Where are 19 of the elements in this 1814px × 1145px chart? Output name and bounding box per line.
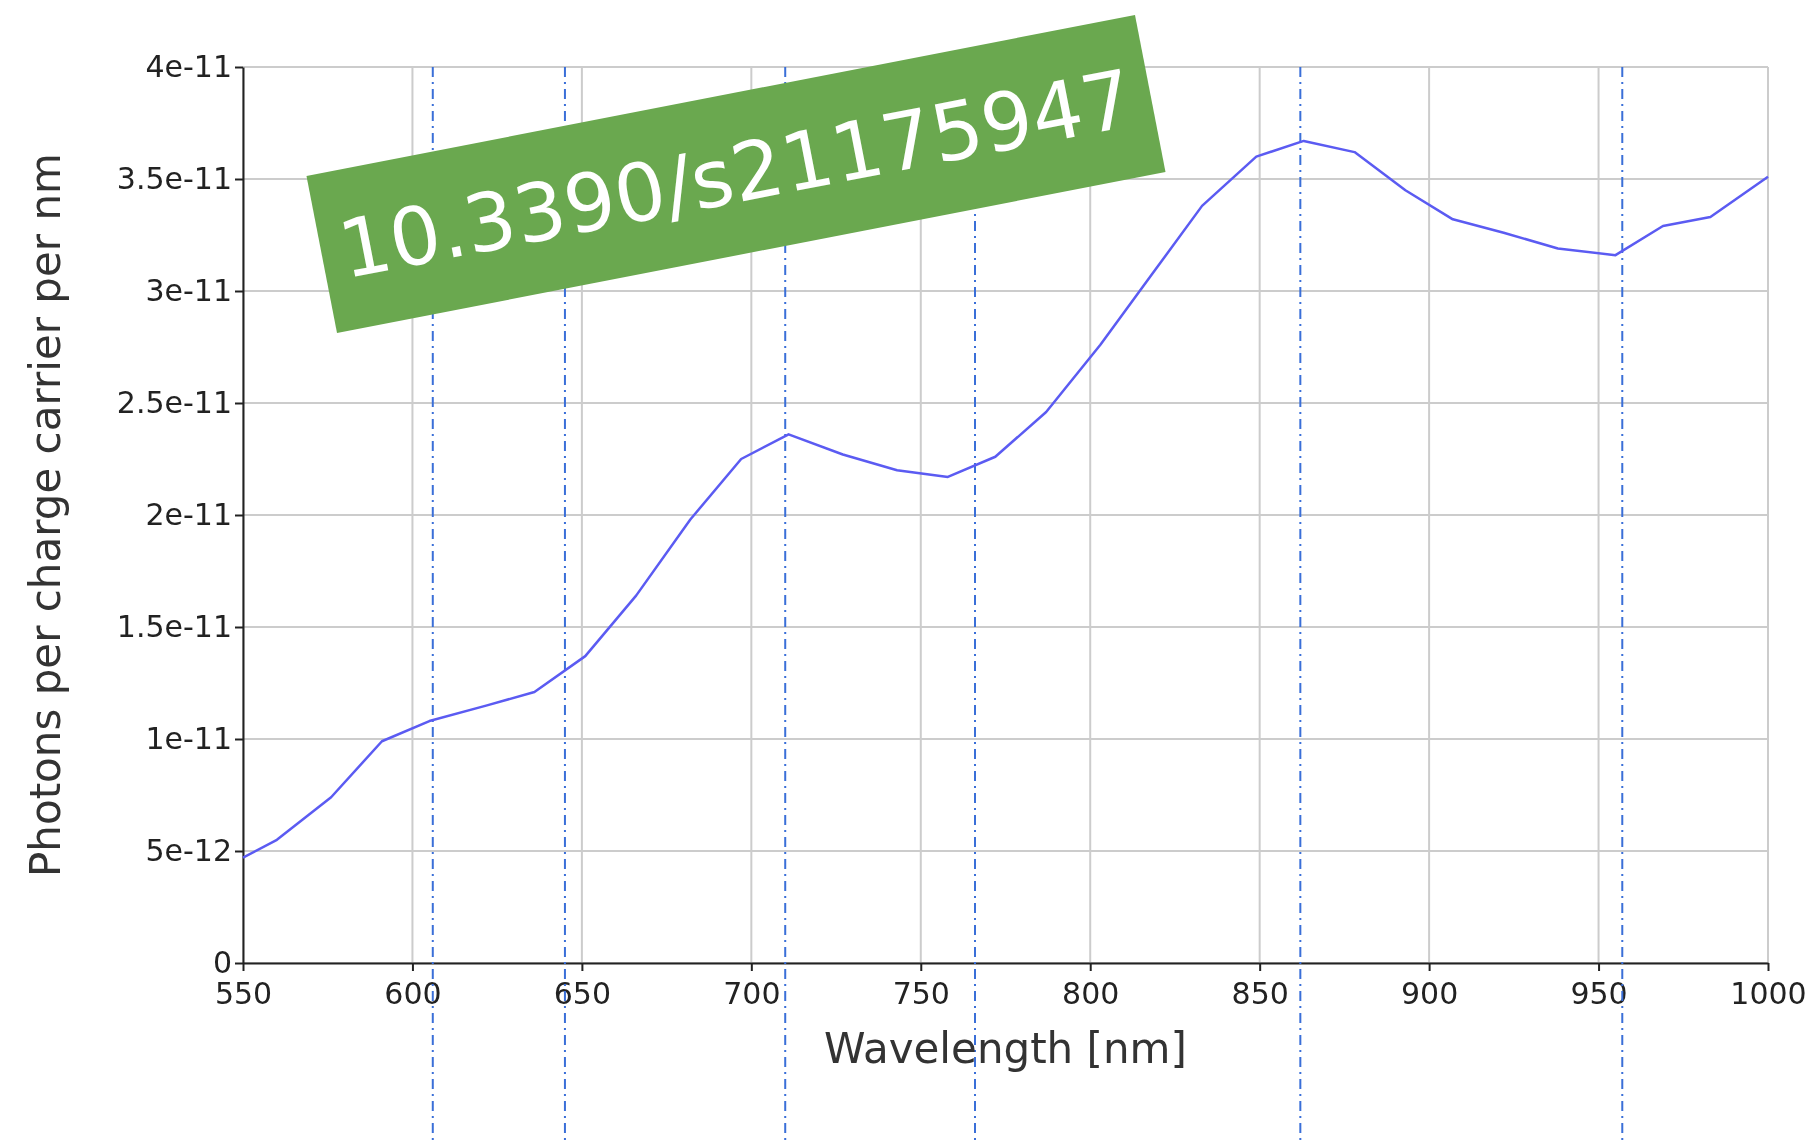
x-tick-label: 800 [1062,976,1120,1011]
x-tick-label: 700 [723,976,781,1011]
y-tick-label: 3e-11 [145,273,232,309]
x-tick-label: 600 [384,976,442,1011]
x-tick-label: 1000 [1730,976,1807,1011]
y-tick-label: 4e-11 [145,49,232,85]
x-tick-label: 900 [1400,976,1459,1011]
y-tick-label: 2e-11 [145,497,232,533]
x-tick-label: 750 [892,976,950,1011]
y-axis-title: Photons per charge carrier per nm [21,152,70,878]
y-tick-label: 5e-12 [145,833,232,869]
y-tick-label: 2.5e-11 [116,385,232,421]
x-tick-label: 950 [1570,976,1628,1011]
x-axis-title: Wavelength [nm] [824,1024,1187,1073]
x-tick-label: 850 [1231,976,1289,1011]
y-tick-label: 1.5e-11 [116,609,232,645]
y-tick-label: 3.5e-11 [116,161,232,197]
x-tick-label: 650 [553,976,612,1011]
y-tick-label: 1e-11 [145,721,232,757]
